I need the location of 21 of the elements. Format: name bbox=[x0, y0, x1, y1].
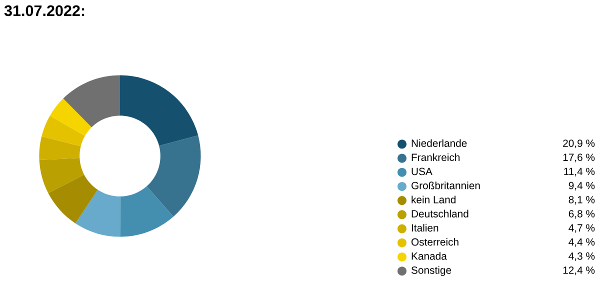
legend-label: USA bbox=[412, 168, 432, 176]
data-label: 17,6 % bbox=[563, 154, 595, 162]
data-label: 9,4 % bbox=[568, 182, 595, 190]
legend-label: Kanada bbox=[412, 252, 447, 260]
legend-label: Sonstige bbox=[411, 266, 452, 276]
legend-label: Niederlande bbox=[412, 139, 467, 147]
data-label: 8,1 % bbox=[568, 196, 595, 205]
legend-label: Frankreich bbox=[412, 153, 460, 162]
legend-label: Großbritannien bbox=[412, 182, 480, 190]
data-label: 4,7 % bbox=[568, 224, 595, 233]
legend-label: Deutschland bbox=[412, 210, 468, 218]
data-label: 4,3 % bbox=[568, 252, 595, 261]
chart-title: 31.07.2022: bbox=[4, 5, 84, 16]
data-label: 11,4 % bbox=[564, 168, 595, 176]
legend-label: kein Land bbox=[412, 196, 456, 204]
legend-label: Italien bbox=[412, 224, 438, 232]
data-label: 12,4 % bbox=[563, 266, 595, 276]
data-label: 20,9 % bbox=[563, 140, 595, 148]
legend-label: Osterreich bbox=[411, 238, 458, 246]
data-label: 4,4 % bbox=[568, 238, 595, 247]
data-label: 6,8 % bbox=[568, 210, 595, 219]
